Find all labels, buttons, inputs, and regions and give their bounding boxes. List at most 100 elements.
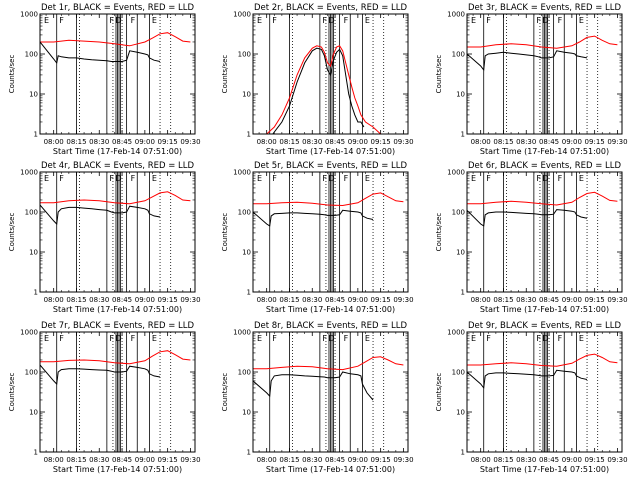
marker-letter: E (365, 334, 370, 343)
marker-letter: E (152, 334, 157, 343)
series-line-lld (40, 191, 191, 205)
panel-title: Det 9r, BLACK = Events, RED = LLD (468, 321, 622, 331)
x-tick-label: 09:30 (180, 138, 200, 146)
marker-letter: F (59, 16, 64, 25)
panel-title: Det 7r, BLACK = Events, RED = LLD (41, 321, 195, 331)
x-tick-label: 08:30 (89, 296, 109, 304)
series-group (253, 192, 404, 227)
panel-det-9: Det 9r, BLACK = Events, RED = LLD Counts/… (435, 321, 628, 474)
series-line-lld (40, 350, 191, 365)
series-line-events (467, 209, 588, 227)
x-tick-label: 08:30 (516, 456, 536, 464)
y-tick-label: 10 (29, 91, 38, 99)
marker-letter: E (471, 334, 476, 343)
y-tick-label: 100 (25, 209, 38, 217)
x-tick-label: 08:45 (325, 296, 345, 304)
series-line-events (467, 50, 588, 72)
x-tick-label: 09:30 (180, 456, 200, 464)
y-tick-label: 10 (242, 409, 251, 417)
x-tick-label: 09:00 (135, 296, 155, 304)
marker-letter: F (486, 334, 491, 343)
y-tick-label: 100 (25, 51, 38, 59)
marker-letter: F (272, 334, 277, 343)
y-tick-label: 1000 (447, 11, 465, 19)
series-line-events (40, 41, 161, 65)
x-tick-label: 08:15 (66, 296, 86, 304)
x-tick-label: 09:30 (393, 138, 413, 146)
marker-letter: D (328, 334, 334, 343)
x-tick-label: 08:30 (89, 138, 109, 146)
x-tick-label: 08:15 (493, 138, 513, 146)
y-tick-label: 10 (456, 249, 465, 257)
marker-letter: F (272, 174, 277, 183)
y-tick-label: 1000 (20, 169, 38, 177)
y-tick-label: 1 (461, 289, 465, 297)
panel-det-5: Det 5r, BLACK = Events, RED = LLD Counts/… (221, 161, 414, 314)
plot-frame (39, 13, 196, 135)
y-tick-label: 1000 (447, 169, 465, 177)
panel-det-2: Det 2r, BLACK = Events, RED = LLD Counts/… (221, 3, 414, 156)
x-tick-label: 08:00 (471, 138, 491, 146)
y-tick-label: 100 (452, 209, 465, 217)
marker-letter: F (536, 16, 541, 25)
y-axis-label: Counts/sec (8, 213, 16, 252)
marker-letter: F (322, 174, 327, 183)
x-tick-label: 08:30 (302, 456, 322, 464)
x-tick-label: 09:00 (348, 456, 368, 464)
marker-letter: F (536, 334, 541, 343)
y-tick-label: 10 (242, 91, 251, 99)
plot-frame (39, 171, 196, 293)
y-tick-label: 1000 (233, 169, 251, 177)
series-line-events (253, 371, 374, 401)
x-tick-label: 08:15 (279, 456, 299, 464)
marker-letter: D (542, 334, 548, 343)
panel-title: Det 5r, BLACK = Events, RED = LLD (254, 161, 408, 171)
series-line-lld (467, 191, 618, 206)
y-tick-label: 1000 (233, 11, 251, 19)
panel-title: Det 3r, BLACK = Events, RED = LLD (468, 3, 622, 13)
panel-title: Det 2r, BLACK = Events, RED = LLD (254, 3, 408, 13)
marker-letter: D (328, 174, 334, 183)
x-tick-label: 09:00 (562, 296, 582, 304)
marker-letter: F (558, 174, 563, 183)
x-tick-label: 09:00 (348, 138, 368, 146)
y-tick-label: 100 (238, 369, 251, 377)
plot-frame (466, 331, 623, 453)
marker-letter: E (579, 16, 584, 25)
marker-letter: F (109, 334, 114, 343)
plot-frame (466, 171, 623, 293)
marker-letter: E (44, 174, 49, 183)
x-tick-label: 09:00 (562, 138, 582, 146)
x-tick-label: 09:15 (371, 138, 391, 146)
panel-title: Det 6r, BLACK = Events, RED = LLD (468, 161, 622, 171)
marker-letter: F (536, 174, 541, 183)
marker-letter: F (109, 16, 114, 25)
x-tick-label: 09:15 (585, 456, 605, 464)
x-tick-label: 08:45 (112, 138, 132, 146)
marker-letter: F (59, 334, 64, 343)
y-tick-label: 1 (34, 289, 38, 297)
marker-letter: F (344, 16, 349, 25)
x-tick-label: 08:15 (279, 138, 299, 146)
x-tick-label: 08:45 (112, 296, 132, 304)
y-tick-label: 10 (29, 409, 38, 417)
y-tick-label: 1000 (447, 329, 465, 337)
panel-det-8: Det 8r, BLACK = Events, RED = LLD Counts/… (221, 321, 414, 474)
panel-det-6: Det 6r, BLACK = Events, RED = LLD Counts/… (435, 161, 628, 314)
x-axis-label: Start Time (17-Feb-14 07:51:00) (480, 465, 609, 474)
x-tick-label: 08:45 (112, 456, 132, 464)
series-line-lld (467, 35, 618, 49)
x-tick-label: 09:30 (607, 296, 627, 304)
y-tick-label: 1 (247, 131, 251, 139)
panel-det-7: Det 7r, BLACK = Events, RED = LLD Counts/… (8, 321, 201, 474)
x-tick-label: 08:45 (325, 456, 345, 464)
marker-letter: E (257, 16, 262, 25)
x-tick-label: 09:00 (135, 456, 155, 464)
x-axis-label: Start Time (17-Feb-14 07:51:00) (266, 305, 395, 314)
x-tick-label: 08:30 (516, 138, 536, 146)
marker-letter: F (558, 16, 563, 25)
x-axis-label: Start Time (17-Feb-14 07:51:00) (53, 305, 182, 314)
marker-letter: D (115, 16, 121, 25)
x-tick-label: 08:00 (44, 138, 64, 146)
y-tick-label: 1000 (233, 329, 251, 337)
